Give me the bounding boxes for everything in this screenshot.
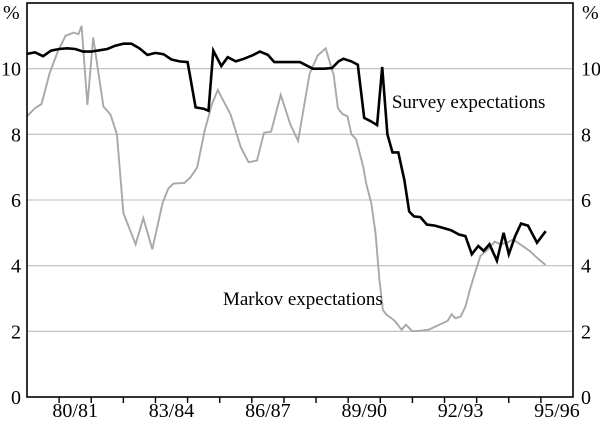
y-tick-label-right: 8 (581, 124, 591, 146)
y-axis-unit-left: % (3, 2, 20, 24)
x-tick-label: 83/84 (149, 400, 195, 422)
x-tick-label: 86/87 (245, 400, 291, 422)
series-label-markov-expectations: Markov expectations (222, 289, 383, 311)
markov-line (26, 25, 547, 333)
y-tick-label-left: 2 (11, 321, 21, 343)
plot-frame (26, 2, 574, 398)
y-tick-label-left: 8 (11, 124, 21, 146)
x-tick-label: 80/81 (52, 400, 98, 422)
x-tick-label: 95/96 (534, 400, 580, 422)
y-tick-label-right: 0 (581, 387, 591, 409)
y-axis-unit-right: % (582, 2, 599, 24)
survey-line (26, 42, 547, 265)
y-tick-label-right: 6 (581, 190, 591, 212)
series-label-survey-expectations: Survey expectations (391, 92, 546, 114)
y-tick-label-left: 10 (1, 59, 21, 81)
x-tick-label: 92/93 (438, 400, 484, 422)
y-tick-label-right: 4 (581, 256, 591, 278)
y-tick-label-left: 6 (11, 190, 21, 212)
x-tick-label: 89/90 (341, 400, 387, 422)
y-tick-label-left: 0 (11, 387, 21, 409)
y-tick-label-right: 2 (581, 321, 591, 343)
y-tick-label-right: 10 (581, 59, 600, 81)
y-tick-label-left: 4 (11, 256, 21, 278)
